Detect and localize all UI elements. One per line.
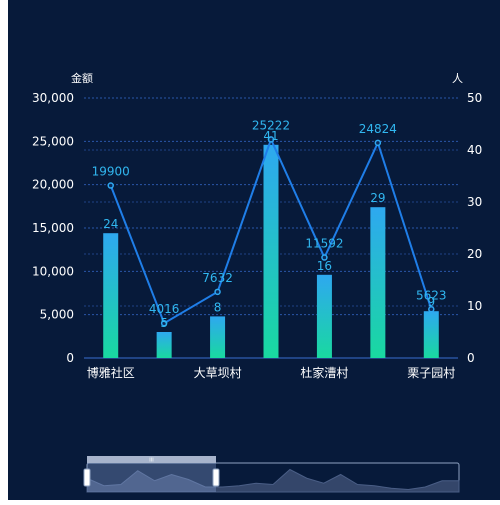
y-right-tick-label: 40 — [467, 143, 482, 157]
zoom-grip-label: III — [149, 458, 153, 464]
y-left-axis-title: 金额 — [71, 71, 93, 85]
bar — [103, 233, 119, 358]
bar-data-label: 24 — [103, 217, 118, 231]
zoom-handle-right[interactable] — [212, 468, 220, 487]
y-left-tick-label: 10,000 — [32, 264, 74, 278]
y-left-tick-label: 25,000 — [32, 134, 74, 148]
bar — [370, 207, 386, 358]
line-data-label: 4016 — [149, 302, 180, 316]
bar-data-label: 5 — [160, 316, 168, 330]
data-zoom-slider[interactable]: III — [83, 456, 460, 493]
bar-data-label: 16 — [317, 259, 332, 273]
bar — [263, 144, 279, 358]
bar — [156, 332, 172, 358]
line-data-label: 19900 — [92, 165, 130, 179]
zoom-preview-shape — [86, 468, 460, 493]
data-labels: 24 5 8 41 16 29 9 19900 4016 7632 25222 11592 24824 5… — [92, 118, 447, 330]
x-tick-label: 栗子园村 — [407, 366, 455, 380]
line-data-label: 11592 — [305, 237, 343, 251]
bar-data-label: 9 — [427, 295, 435, 309]
y-left-tick-label: 15,000 — [32, 221, 74, 235]
zoom-handle-left[interactable] — [83, 468, 91, 487]
combo-chart: 30,00025,00020,00015,00010,0005,00005040… — [32, 71, 482, 493]
line-series — [107, 136, 435, 327]
zoom-top-bar — [87, 456, 216, 463]
line-data-label: 7632 — [202, 271, 233, 285]
y-left-tick-label: 0 — [66, 351, 74, 365]
line-data-label: 24824 — [359, 122, 397, 136]
axes: 30,00025,00020,00015,00010,0005,00005040… — [32, 71, 482, 380]
line-point — [214, 288, 221, 296]
line-point — [267, 136, 275, 143]
y-right-tick-label: 30 — [467, 195, 482, 209]
bar-data-label: 29 — [370, 191, 385, 205]
y-left-tick-label: 5,000 — [40, 308, 74, 322]
line-point — [321, 254, 328, 261]
y-right-axis-title: 人 — [452, 72, 463, 85]
line-point — [428, 306, 435, 313]
x-tick-label: 杜家漕村 — [300, 365, 348, 380]
y-right-tick-label: 0 — [467, 351, 475, 365]
y-right-tick-label: 10 — [467, 299, 482, 313]
bar-data-label: 41 — [263, 129, 278, 143]
zoom-selected-range — [87, 463, 216, 492]
y-left-tick-label: 30,000 — [32, 91, 74, 105]
bar — [316, 274, 332, 358]
line-point — [160, 319, 168, 327]
y-right-tick-label: 20 — [467, 247, 482, 261]
chart-panel: 30,000 25,000 20,000 15,000 10,000 5,000 0 50 40… — [8, 0, 500, 500]
line-point — [374, 139, 382, 147]
bar — [423, 311, 439, 358]
line-data-label: 25222 — [252, 118, 290, 132]
x-tick-label: 大草坝村 — [194, 366, 242, 380]
line-data-label: 5623 — [416, 288, 447, 302]
bar-series — [103, 144, 439, 358]
bar — [210, 316, 226, 358]
y-left-tick-label: 20,000 — [32, 178, 74, 192]
bar-data-label: 8 — [214, 300, 222, 314]
y-right-tick-label: 50 — [467, 91, 482, 105]
x-tick-label: 博雅社区 — [87, 365, 135, 380]
line-point — [107, 182, 114, 189]
